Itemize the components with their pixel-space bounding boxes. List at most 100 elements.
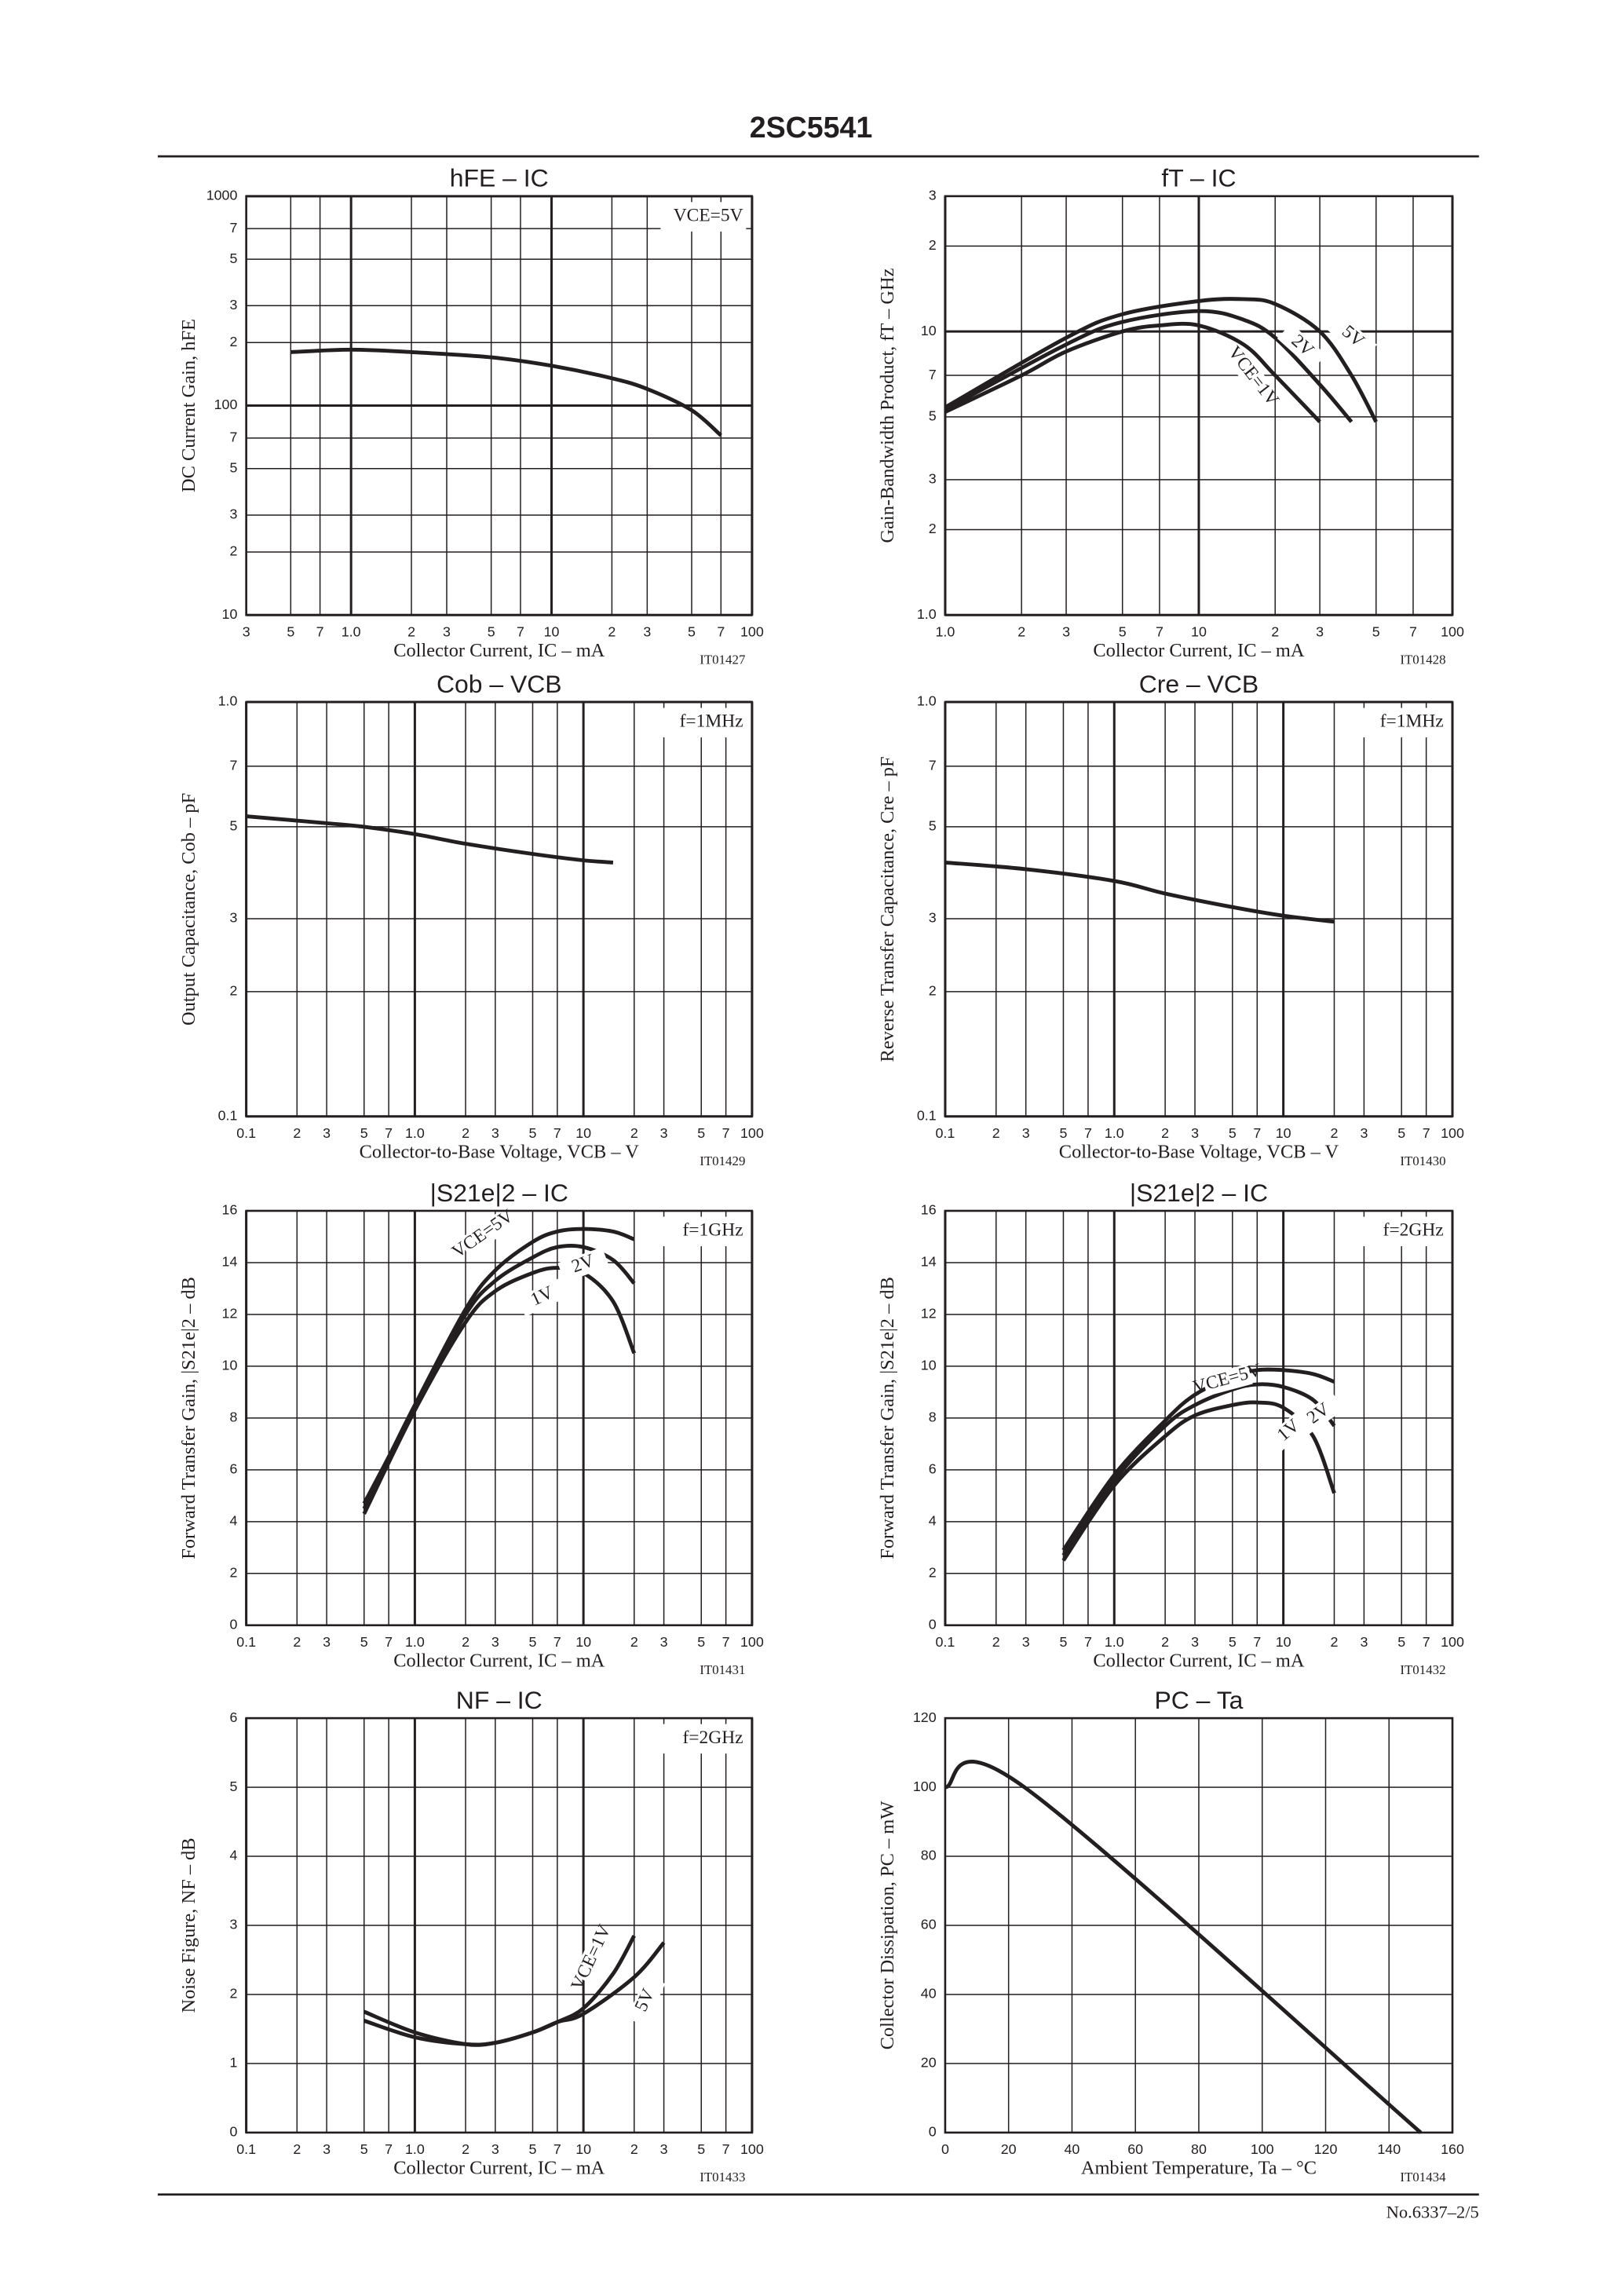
- x-tick-label: 2: [462, 2141, 469, 2157]
- y-tick-label: 16: [222, 1202, 238, 1218]
- x-tick-label: 3: [1022, 1125, 1030, 1141]
- x-tick-label: 1.0: [1105, 1634, 1124, 1650]
- x-tick-label: 100: [1441, 1634, 1464, 1650]
- x-axis-label: Collector Current, IC – mA: [393, 2157, 605, 2178]
- x-tick-label: 100: [740, 2141, 764, 2157]
- x-axis-label: Collector Current, IC – mA: [1093, 1650, 1304, 1671]
- y-tick-label: 2: [229, 543, 237, 559]
- x-tick-label: 2: [293, 1634, 301, 1650]
- x-tick-label: 7: [553, 1634, 561, 1650]
- plot-frame: [944, 1717, 1454, 2134]
- series-label-background: [627, 1975, 666, 2027]
- y-tick-label: 3: [229, 506, 237, 522]
- x-tick-label: 5: [529, 1125, 537, 1141]
- x-tick-label: 5: [488, 623, 495, 639]
- x-tick-label: 100: [1441, 1125, 1464, 1141]
- x-tick-label: 1.0: [405, 2141, 425, 2157]
- condition-background: [660, 1724, 747, 1754]
- x-tick-label: 5: [360, 1125, 368, 1141]
- x-tick-label: 3: [660, 1125, 668, 1141]
- x-tick-label: 120: [1314, 2141, 1338, 2157]
- y-axis-label: Forward Transfer Gain, |S21e|2 – dB: [178, 1277, 199, 1559]
- x-tick-label: 2: [630, 1125, 638, 1141]
- x-tick-label: 100: [1251, 2141, 1274, 2157]
- y-tick-label: 8: [929, 1409, 937, 1425]
- series-label-background: [1264, 1408, 1314, 1455]
- condition-label: f=2GHz: [682, 1727, 743, 1748]
- y-tick-label: 3: [929, 910, 937, 926]
- x-tick-label: 3: [443, 623, 451, 639]
- y-axis-label: DC Current Gain, hFE: [178, 319, 199, 492]
- plot-frame: [944, 700, 1454, 1118]
- x-tick-label: 0.1: [236, 1125, 256, 1141]
- x-tick-label: 3: [660, 2141, 668, 2157]
- x-tick-label: 3: [323, 1634, 331, 1650]
- y-tick-label: 5: [229, 818, 237, 834]
- x-tick-label: 100: [740, 1634, 764, 1650]
- figure-code: IT01430: [1400, 1153, 1445, 1168]
- x-tick-label: 2: [630, 2141, 638, 2157]
- x-tick-label: 40: [1065, 2141, 1080, 2157]
- chart-title: Cob – VCB: [437, 670, 562, 698]
- condition-label: f=1MHz: [1380, 711, 1444, 732]
- y-axis-label: Gain-Bandwidth Product, fT – GHz: [877, 268, 898, 543]
- x-axis-label: Collector-to-Base Voltage, VCB – V: [1059, 1141, 1339, 1162]
- y-tick-label: 10: [921, 1358, 937, 1373]
- y-tick-label: 2: [229, 983, 237, 999]
- y-tick-label: 60: [921, 1917, 937, 1932]
- chart-title: fT – IC: [1161, 164, 1236, 192]
- x-tick-label: 7: [1253, 1125, 1261, 1141]
- x-tick-label: 10: [544, 623, 560, 639]
- x-axis-label: Collector Current, IC – mA: [393, 1650, 605, 1671]
- x-tick-label: 5: [1059, 1634, 1067, 1650]
- x-tick-label: 3: [1316, 623, 1324, 639]
- condition-background: [660, 1216, 747, 1247]
- y-tick-label: 14: [921, 1254, 937, 1270]
- x-tick-label: 100: [1441, 623, 1464, 639]
- x-axis-label: Collector Current, IC – mA: [393, 640, 605, 661]
- y-tick-label: 2: [229, 1565, 237, 1581]
- x-tick-label: 7: [722, 1125, 730, 1141]
- y-axis-label: Collector Dissipation, PC – mW: [877, 1801, 898, 2050]
- series-label-background: [458, 1212, 509, 1257]
- series-label-background: [1327, 314, 1377, 361]
- y-tick-label: 0: [229, 1616, 237, 1632]
- y-tick-label: 1.0: [917, 606, 937, 622]
- condition-background: [1361, 707, 1447, 738]
- y-tick-label: 7: [929, 758, 937, 773]
- x-tick-label: 5: [1397, 1125, 1405, 1141]
- y-tick-label: 4: [229, 1513, 237, 1529]
- x-tick-label: 7: [1409, 623, 1417, 639]
- data-line: [362, 1243, 636, 1510]
- x-tick-label: 5: [1372, 623, 1380, 639]
- chart-title: |S21e|2 – IC: [430, 1179, 568, 1207]
- x-tick-label: 3: [1360, 1634, 1368, 1650]
- y-tick-label: 7: [229, 758, 237, 773]
- y-tick-label: 40: [921, 1986, 937, 2002]
- y-tick-label: 16: [921, 1202, 937, 1218]
- y-tick-label: 3: [229, 1917, 237, 1932]
- x-tick-label: 0.1: [236, 1634, 256, 1650]
- y-axis-label: Reverse Transfer Capacitance, Cre – pF: [877, 756, 898, 1062]
- x-tick-label: 2: [1331, 1125, 1339, 1141]
- chart-title: NF – IC: [456, 1686, 542, 1714]
- condition-label: f=2GHz: [1383, 1220, 1444, 1241]
- y-tick-label: 0.1: [218, 1108, 238, 1124]
- x-tick-label: 2: [1271, 623, 1279, 639]
- x-tick-label: 2: [1161, 1634, 1169, 1650]
- x-tick-label: 10: [575, 2141, 591, 2157]
- x-tick-label: 3: [1022, 1634, 1030, 1650]
- y-tick-label: 1.0: [917, 693, 937, 709]
- x-tick-label: 3: [491, 1125, 499, 1141]
- x-tick-label: 3: [323, 2141, 331, 2157]
- y-tick-label: 7: [229, 430, 237, 445]
- x-tick-label: 80: [1191, 2141, 1207, 2157]
- x-tick-label: 10: [1276, 1634, 1291, 1650]
- data-line: [1061, 1382, 1336, 1557]
- x-tick-label: 3: [643, 623, 651, 639]
- x-tick-label: 7: [553, 1125, 561, 1141]
- y-tick-label: 100: [214, 397, 238, 412]
- x-tick-label: 20: [1001, 2141, 1017, 2157]
